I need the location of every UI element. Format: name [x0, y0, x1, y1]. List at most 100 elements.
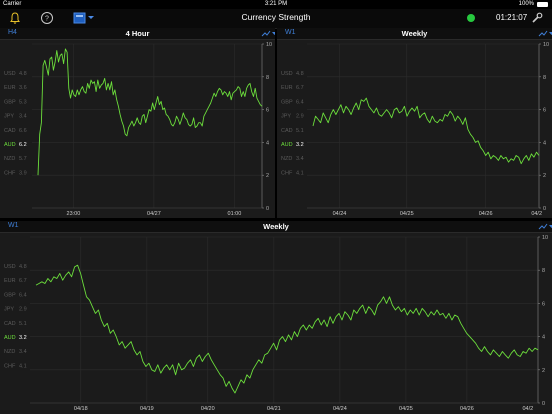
legend-value-chf: 4.1: [296, 170, 304, 176]
legend-value-cad: 5.1: [19, 321, 27, 327]
y-tick-label: 4: [543, 140, 546, 146]
legend-value-cad: 5.1: [296, 128, 304, 134]
legend-item-eur: EUR: [4, 278, 16, 284]
y-tick-label: 2: [543, 173, 546, 179]
y-tick-label: 10: [266, 42, 272, 48]
x-tick-label: 04/26: [460, 406, 474, 412]
panel-title: 4 Hour: [125, 29, 150, 38]
carrier-label: Carrier: [3, 1, 22, 7]
toolbar: ? Currency Strength 01:21:07: [0, 9, 552, 29]
legend-item-gbp: GBP: [281, 99, 293, 105]
legend-value-jpy: 2.9: [296, 114, 304, 120]
legend-value-aud: 6.2: [19, 142, 27, 148]
aud-series-line: [35, 264, 539, 394]
legend-value-aud: 3.2: [19, 335, 27, 341]
legend-item-cad: CAD: [281, 128, 293, 134]
aud-series-line: [37, 48, 263, 176]
y-tick-label: 4: [542, 335, 545, 341]
x-tick-label: 23:00: [67, 211, 81, 217]
x-tick-label: 04/27: [147, 211, 161, 217]
layout-menu-button[interactable]: [73, 11, 97, 25]
y-tick-label: 0: [543, 206, 546, 212]
legend-item-jpy: JPY: [4, 307, 14, 313]
y-tick-label: 10: [543, 42, 549, 48]
settings-wrench-icon[interactable]: [530, 11, 544, 25]
y-tick-label: 2: [542, 368, 545, 374]
x-tick-label: 01:00: [228, 211, 242, 217]
battery-icon: [537, 2, 548, 7]
legend-value-nzd: 5.7: [19, 156, 27, 162]
legend-item-usd: USD: [4, 71, 16, 77]
strength-chart: 10 8 6 4 2 0 23:00 04/27 01:00 USD 4.8 EUR 3.6 GBP 5.3…: [4, 42, 272, 217]
legend-item-chf: CHF: [4, 363, 16, 369]
legend-value-nzd: 3.4: [19, 349, 27, 355]
panel-weekly-bottom: W1 Weekly 10 8 6 4 2 0 04/18 04/19 04/20 04/21 04/…: [0, 221, 552, 414]
legend-item-jpy: JPY: [4, 114, 14, 120]
legend-value-gbp: 6.4: [19, 292, 27, 298]
y-tick-label: 0: [542, 401, 545, 407]
x-tick-label: 04/21: [267, 406, 281, 412]
legend-value-chf: 4.1: [19, 363, 27, 369]
timeframe-selector[interactable]: W1: [8, 222, 19, 229]
y-tick-label: 6: [542, 301, 545, 307]
x-tick-label: 04/25: [399, 406, 413, 412]
legend-value-gbp: 6.4: [296, 99, 304, 105]
y-tick-label: 8: [266, 75, 269, 81]
legend-value-cad: 6.6: [19, 128, 27, 134]
x-tick-label: 04/24: [333, 406, 347, 412]
x-tick-label: 04/2: [531, 211, 542, 217]
legend-item-cad: CAD: [4, 321, 16, 327]
timeframe-selector[interactable]: W1: [285, 29, 296, 36]
legend-item-nzd: NZD: [281, 156, 292, 162]
legend-item-eur: EUR: [281, 85, 293, 91]
x-tick-label: 04/2: [522, 406, 533, 412]
legend-item-aud: AUD: [4, 142, 16, 148]
help-icon[interactable]: ?: [40, 11, 54, 25]
aud-series-line: [312, 97, 540, 165]
legend-item-chf: CHF: [4, 170, 16, 176]
legend-value-eur: 3.6: [19, 85, 27, 91]
y-tick-label: 2: [266, 173, 269, 179]
legend-value-chf: 3.9: [19, 170, 27, 176]
legend-value-usd: 4.8: [19, 264, 27, 270]
panel-weekly-top: W1 Weekly 10 8 6 4 2 0 04/24 04/25 04/26 04/2 USD 4…: [277, 28, 552, 218]
y-tick-label: 4: [266, 140, 269, 146]
x-tick-label: 04/26: [479, 211, 493, 217]
timeframe-selector[interactable]: H4: [8, 29, 17, 36]
legend-value-jpy: 2.9: [19, 307, 27, 313]
legend-item-gbp: GBP: [4, 292, 16, 298]
legend-item-chf: CHF: [281, 170, 293, 176]
legend-item-gbp: GBP: [4, 99, 16, 105]
legend-value-eur: 6.7: [19, 278, 27, 284]
legend-value-aud: 3.2: [296, 142, 304, 148]
y-tick-label: 6: [543, 108, 546, 114]
y-tick-label: 8: [543, 75, 546, 81]
panel-header: W1 Weekly: [0, 221, 552, 233]
x-tick-label: 04/25: [400, 211, 414, 217]
legend-value-usd: 4.8: [296, 71, 304, 77]
legend-value-nzd: 3.4: [296, 156, 304, 162]
legend-value-eur: 6.7: [296, 85, 304, 91]
strength-chart: 10 8 6 4 2 0 04/24 04/25 04/26 04/2 USD 4.8 EUR 6.7 GB…: [281, 42, 549, 217]
panel-h4: H4 4 Hour 10 8 6 4 2 0 23:00 04/27 01:00 USD 4.8 EU…: [0, 28, 275, 218]
bell-icon[interactable]: [8, 11, 22, 25]
legend-value-usd: 4.8: [19, 71, 27, 77]
x-tick-label: 04/18: [74, 406, 88, 412]
legend-item-aud: AUD: [281, 142, 293, 148]
panel-title: Weekly: [401, 29, 428, 38]
x-tick-label: 04/24: [333, 211, 347, 217]
y-tick-label: 6: [266, 108, 269, 114]
x-tick-label: 04/19: [140, 406, 154, 412]
status-bar: Carrier 3:21 PM 100%: [0, 0, 552, 9]
strength-chart: 10 8 6 4 2 0 04/18 04/19 04/20 04/21 04/24 04/25 04/…: [4, 235, 548, 412]
panel-header: W1 Weekly: [277, 28, 552, 40]
legend-item-usd: USD: [281, 71, 293, 77]
app-title: Currency Strength: [241, 12, 311, 22]
svg-text:?: ?: [45, 16, 49, 23]
panel-title: Weekly: [263, 222, 289, 231]
legend-value-gbp: 5.3: [19, 99, 27, 105]
legend-value-jpy: 3.4: [19, 114, 27, 120]
legend-item-usd: USD: [4, 264, 16, 270]
y-tick-label: 0: [266, 206, 269, 212]
legend-item-cad: CAD: [4, 128, 16, 134]
